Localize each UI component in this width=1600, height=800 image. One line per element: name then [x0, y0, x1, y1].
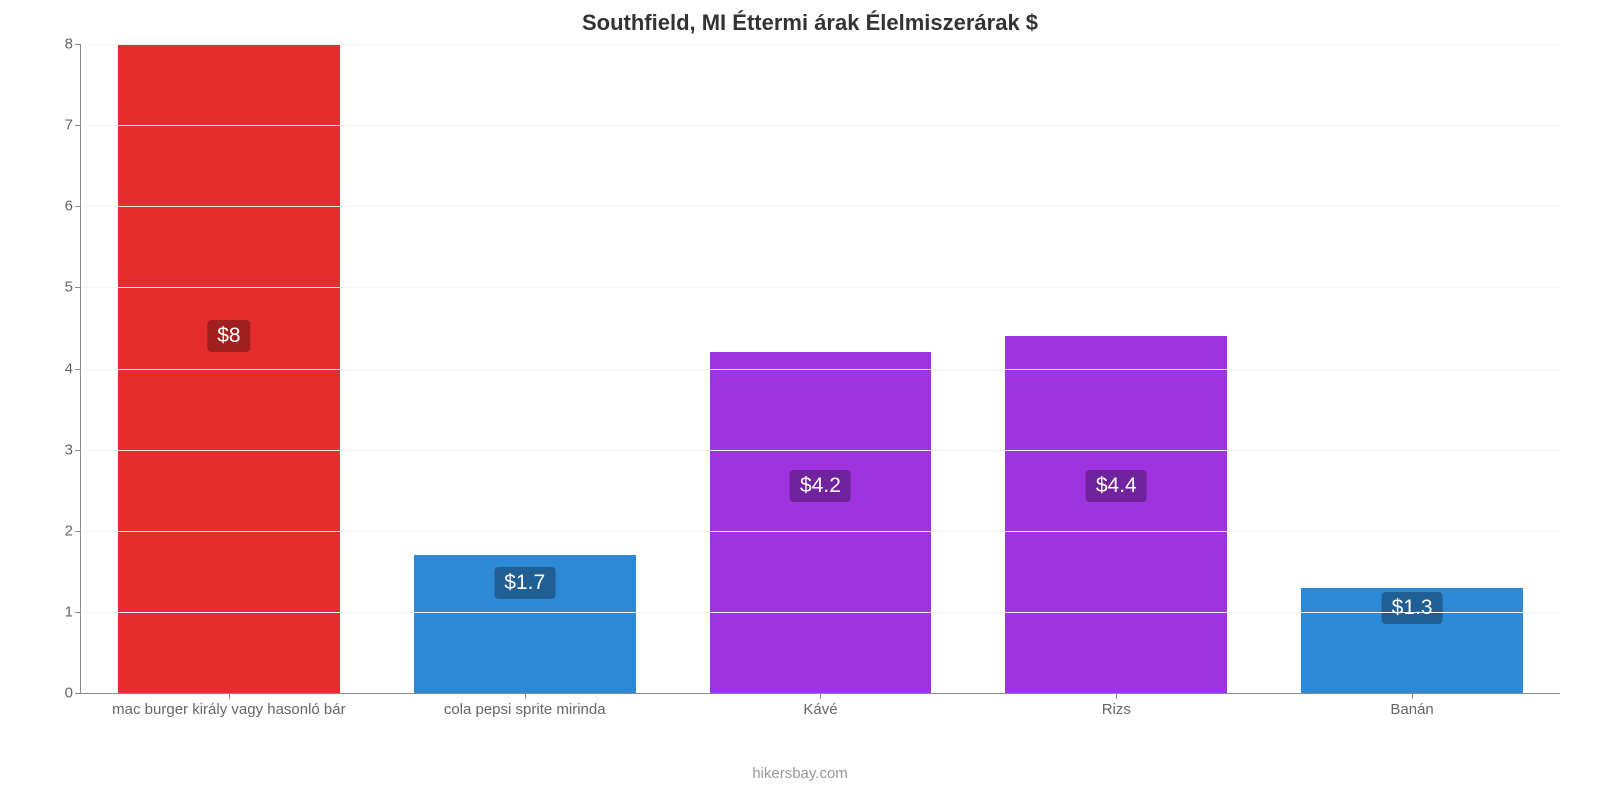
ytick-label: 5	[65, 279, 73, 296]
price-bar-chart: Southfield, MI Éttermi árak Élelmiszerár…	[0, 0, 1600, 800]
x-category-label: Rizs	[968, 701, 1264, 718]
ytick-label: 0	[65, 685, 73, 702]
ytick-label: 2	[65, 522, 73, 539]
x-category-label: Kávé	[673, 701, 969, 718]
ytick-label: 3	[65, 441, 73, 458]
bar-value-badge: $4.4	[1086, 470, 1147, 502]
bar-value-badge: $8	[207, 320, 250, 352]
x-category-label: cola pepsi sprite mirinda	[377, 701, 673, 718]
bar	[710, 352, 932, 693]
chart-title: Southfield, MI Éttermi árak Élelmiszerár…	[50, 10, 1570, 36]
xtick-mark	[1116, 693, 1117, 699]
bar-value-badge: $1.3	[1382, 592, 1443, 624]
gridline	[81, 369, 1560, 370]
ytick-mark	[75, 369, 81, 370]
xtick-mark	[820, 693, 821, 699]
ytick-mark	[75, 693, 81, 694]
x-category-label: Banán	[1264, 701, 1560, 718]
ytick-mark	[75, 125, 81, 126]
ytick-mark	[75, 206, 81, 207]
gridline	[81, 287, 1560, 288]
ytick-mark	[75, 531, 81, 532]
gridline	[81, 450, 1560, 451]
bar	[1005, 336, 1227, 693]
gridline	[81, 125, 1560, 126]
xtick-mark	[229, 693, 230, 699]
xtick-mark	[1412, 693, 1413, 699]
chart-subcaption: hikersbay.com	[0, 765, 1600, 782]
bar-value-badge: $1.7	[494, 567, 555, 599]
bar-value-badge: $4.2	[790, 470, 851, 502]
plot-inner: $8mac burger király vagy hasonló bár$1.7…	[80, 44, 1560, 694]
ytick-label: 1	[65, 603, 73, 620]
ytick-mark	[75, 450, 81, 451]
ytick-label: 8	[65, 36, 73, 53]
gridline	[81, 206, 1560, 207]
ytick-label: 6	[65, 198, 73, 215]
ytick-label: 4	[65, 360, 73, 377]
xtick-mark	[525, 693, 526, 699]
gridline	[81, 44, 1560, 45]
gridline	[81, 612, 1560, 613]
ytick-mark	[75, 287, 81, 288]
ytick-mark	[75, 44, 81, 45]
ytick-mark	[75, 612, 81, 613]
ytick-label: 7	[65, 117, 73, 134]
plot-area: $8 mac burger király vagy hasonló bár $1.7…	[50, 44, 1570, 724]
x-category-label: mac burger király vagy hasonló bár	[81, 701, 377, 718]
gridline	[81, 531, 1560, 532]
